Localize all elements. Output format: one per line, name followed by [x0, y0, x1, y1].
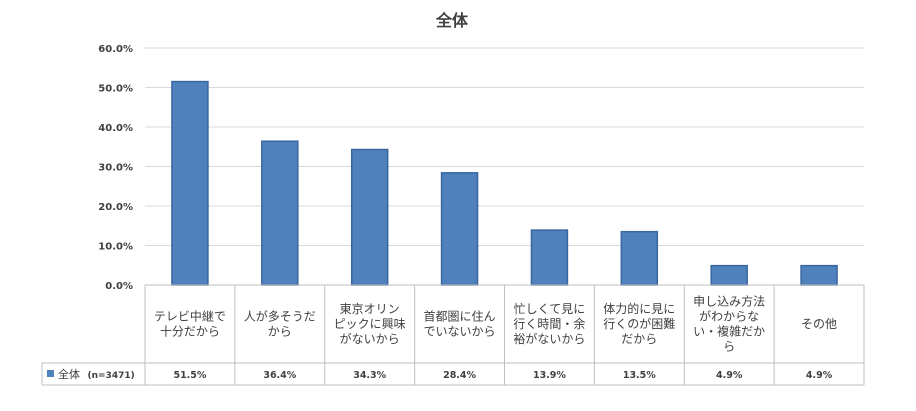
category-label: その他 — [801, 317, 837, 331]
data-label: 34.3% — [353, 370, 386, 381]
legend-series-n: (n=3471) — [88, 371, 135, 381]
y-tick-label: 50.0% — [98, 84, 133, 95]
legend-swatch — [47, 370, 54, 377]
bar — [171, 80, 209, 286]
y-tick-label: 40.0% — [98, 123, 133, 134]
gridlines — [145, 47, 864, 246]
bar — [800, 264, 838, 286]
data-label: 51.5% — [173, 370, 206, 381]
category-label: テレビ中継で十分だから — [154, 309, 226, 339]
y-tick-label: 60.0% — [98, 44, 133, 55]
data-label: 36.4% — [263, 370, 296, 381]
bar — [261, 140, 299, 286]
y-tick-label: 20.0% — [98, 202, 133, 213]
chart-title: 全体 — [435, 11, 469, 30]
category-label: 人が多そうだから — [244, 309, 316, 339]
bars — [171, 80, 838, 286]
data-table: テレビ中継で十分だから 51.5% 人が多そうだから 36.4% 東京オリンピックに興味… — [41, 284, 865, 386]
bar — [710, 264, 748, 286]
legend: 全体 (n=3471) — [47, 367, 135, 381]
legend-series-name: 全体 — [58, 367, 80, 381]
y-tick-label: 30.0% — [98, 163, 133, 174]
category-label: 申し込み方法がわからない・複雑だから — [693, 294, 765, 354]
data-label: 13.5% — [623, 370, 656, 381]
bar — [440, 172, 479, 286]
data-label: 13.9% — [533, 370, 566, 381]
category-label: 体力的に見に行くのが困難だから — [603, 301, 675, 346]
bar — [530, 229, 569, 286]
data-label: 28.4% — [443, 370, 476, 381]
y-tick-label: 10.0% — [98, 242, 133, 253]
legend-label: 全体 (n=3471) — [58, 367, 135, 381]
data-label: 4.9% — [806, 370, 833, 381]
bar — [620, 230, 659, 286]
category-label: 東京オリンピックに興味がないから — [334, 302, 406, 346]
data-label: 4.9% — [716, 370, 743, 381]
category-label: 首都圏に住んでいないから — [424, 310, 496, 339]
y-tick-label: 0.0% — [105, 281, 133, 292]
bar — [350, 148, 389, 286]
category-label: 忙しくて見に行く時間・余裕がないから — [513, 302, 585, 346]
y-axis-tick-labels: 0.0% 10.0% 20.0% 30.0% 40.0% 50.0% 60.0% — [98, 44, 133, 292]
